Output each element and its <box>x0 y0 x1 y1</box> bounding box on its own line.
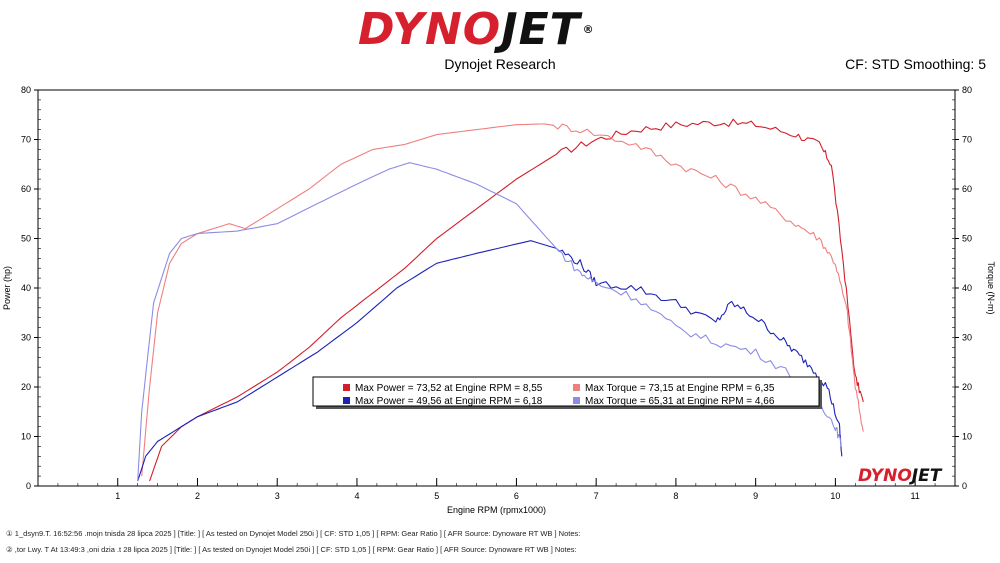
x-tick-label: 8 <box>673 491 678 501</box>
x-tick-label: 10 <box>830 491 840 501</box>
series-line-1 <box>149 118 864 482</box>
chart-subtitle: Dynojet Research <box>444 56 556 72</box>
correction-factor-info: CF: STD Smoothing: 5 <box>845 56 986 72</box>
dynojet-badge: DYNOJET <box>858 467 941 485</box>
y-tick-label: 50 <box>21 234 31 244</box>
legend-swatch <box>573 397 580 404</box>
y-tick-label: 60 <box>21 184 31 194</box>
badge-text-jet: JET <box>911 466 942 486</box>
y2-tick-label: 10 <box>962 432 972 442</box>
x-tick-label: 1 <box>115 491 120 501</box>
legend-swatch <box>343 384 350 391</box>
series-line-2 <box>141 123 864 477</box>
y-tick-label: 10 <box>21 432 31 442</box>
series-line-3 <box>137 240 843 482</box>
y2-tick-label: 50 <box>962 234 972 244</box>
y-tick-label: 80 <box>21 85 31 95</box>
x-tick-label: 4 <box>354 491 359 501</box>
dynojet-logo: DYNOJET ® <box>358 8 595 52</box>
x-tick-label: 7 <box>594 491 599 501</box>
y2-tick-label: 80 <box>962 85 972 95</box>
y2-tick-label: 60 <box>962 184 972 194</box>
x-tick-label: 9 <box>753 491 758 501</box>
legend-entry-text: Max Power = 49,56 at Engine RPM = 6,18 <box>355 396 543 407</box>
x-tick-label: 2 <box>195 491 200 501</box>
x-tick-label: 3 <box>275 491 280 501</box>
y2-tick-label: 40 <box>962 283 972 293</box>
y-axis-label: Power (hp) <box>2 266 12 310</box>
legend-entry-text: Max Power = 73,52 at Engine RPM = 8,55 <box>355 383 543 394</box>
x-tick-label: 6 <box>514 491 519 501</box>
y2-tick-label: 0 <box>962 481 967 491</box>
logo-registered-mark: ® <box>582 23 595 36</box>
series-line-4 <box>137 162 842 482</box>
y-tick-label: 70 <box>21 135 31 145</box>
y-tick-label: 30 <box>21 333 31 343</box>
legend-entry-text: Max Torque = 73,15 at Engine RPM = 6,35 <box>585 383 775 394</box>
legend-swatch <box>573 384 580 391</box>
x-tick-label: 11 <box>910 491 919 501</box>
run-info-line-1: ① 1_dsyn9.T. 16:52:56 .mojn tnisda 28 li… <box>6 529 581 538</box>
y2-tick-label: 70 <box>962 135 972 145</box>
y2-tick-label: 20 <box>962 382 972 392</box>
badge-text-dyno: DYNO <box>858 466 912 486</box>
x-tick-label: 5 <box>434 491 439 501</box>
logo-text-jet: JET <box>501 4 581 55</box>
legend-entry-text: Max Torque = 65,31 at Engine RPM = 4,66 <box>585 396 775 407</box>
run-info-line-2: ② ,tor Lwy. T At 13:49:3 ,oni dzia .t 28… <box>6 545 577 554</box>
legend-box <box>312 376 820 407</box>
y2-tick-label: 30 <box>962 333 972 343</box>
legend-swatch <box>343 397 350 404</box>
x-axis-label: Engine RPM (rpmx1000) <box>447 505 546 515</box>
y2-axis-label: Torque (N-m) <box>986 261 996 314</box>
logo-text-dyno: DYNO <box>358 4 502 55</box>
plot-area-frame <box>37 89 956 487</box>
y-tick-label: 0 <box>26 481 31 491</box>
y-tick-label: 20 <box>21 382 31 392</box>
y-tick-label: 40 <box>21 283 31 293</box>
